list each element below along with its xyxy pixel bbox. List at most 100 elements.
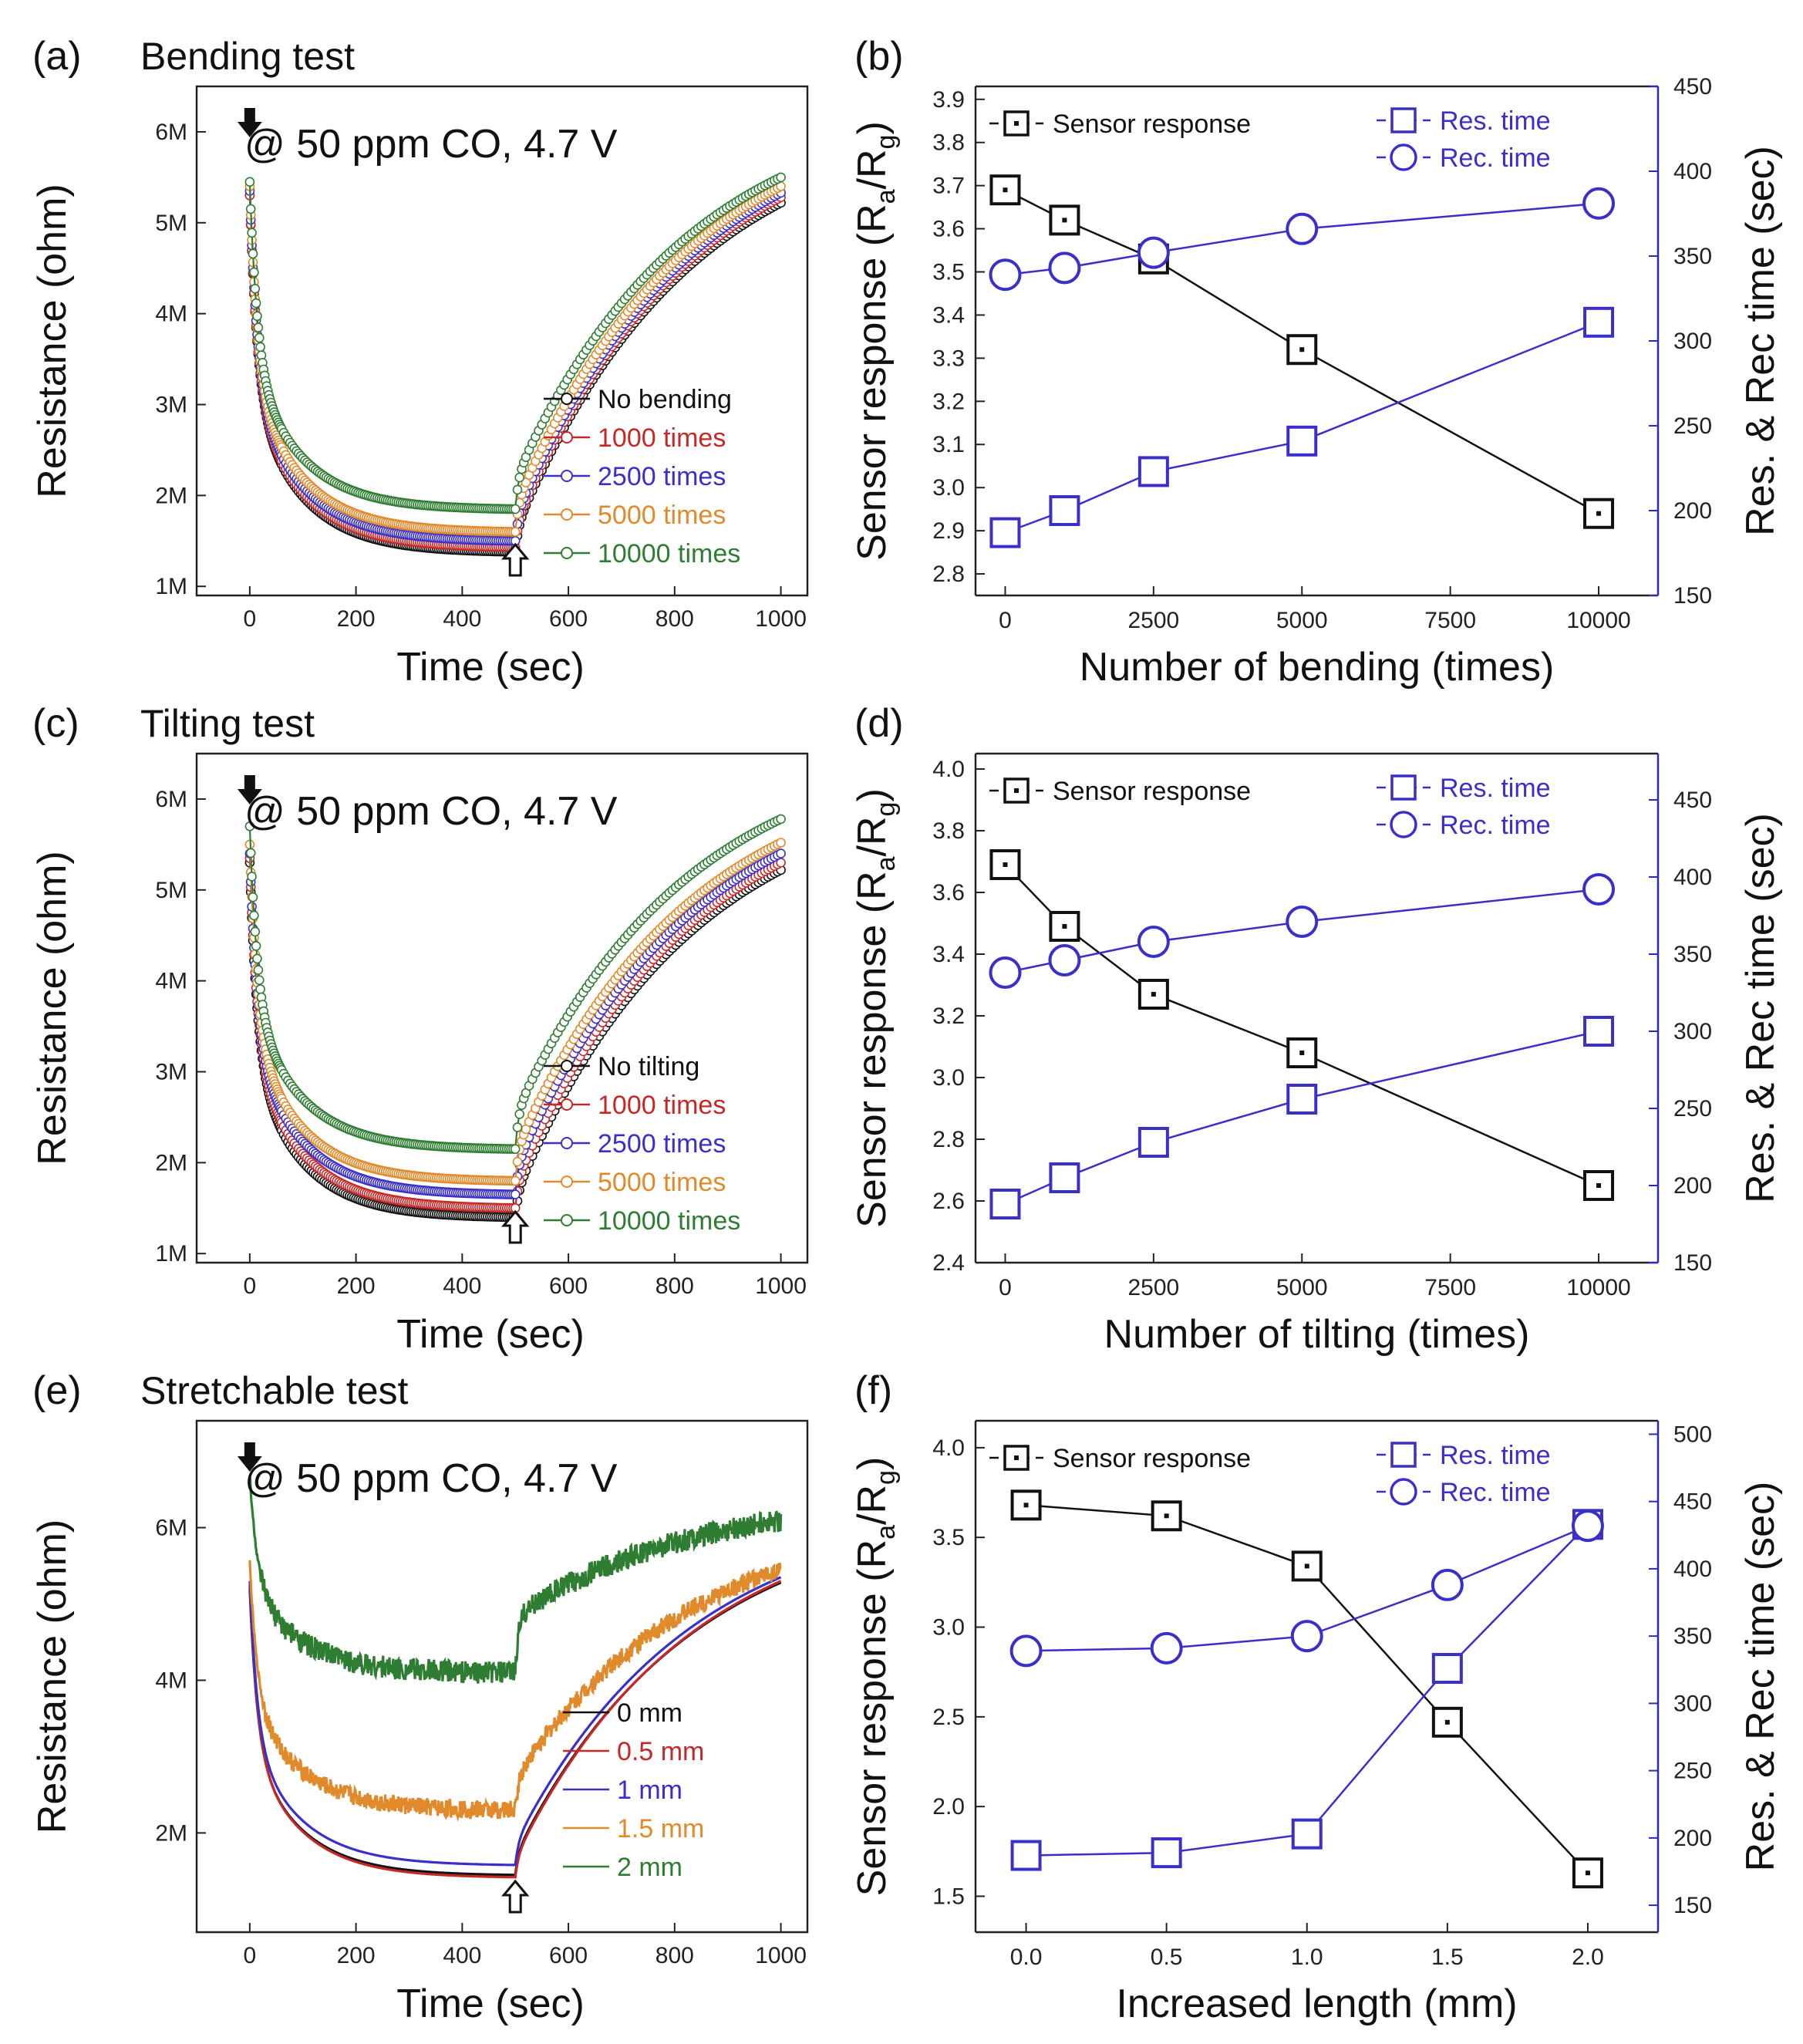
y-tick-label: 3.1 <box>932 432 965 457</box>
legend-swatch-marker <box>561 1060 573 1072</box>
x-tick-label: 10000 <box>1566 608 1630 633</box>
y-tick-label: 3.8 <box>932 130 965 156</box>
series-marker <box>510 1189 521 1199</box>
x-axis-label: Number of bending (times) <box>1080 645 1555 690</box>
panel-b: (b) 0 2500 5000 7500 10000 2.8 2.9 3.0 3.1 3.2 3.3 3… <box>850 34 1783 690</box>
y-tick-label: 2.5 <box>932 1705 965 1730</box>
data-point-dot <box>1596 511 1602 516</box>
y2-tick-label: 150 <box>1673 583 1712 609</box>
legend-label: 10000 times <box>598 539 740 568</box>
annotation: @ 50 ppm CO, 4.7 V <box>244 1456 618 1501</box>
legend-swatch-marker <box>561 1214 573 1226</box>
series-marker <box>252 311 262 322</box>
data-point <box>1431 1653 1463 1685</box>
x-tick-label: 0 <box>999 608 1012 633</box>
data-point <box>989 517 1021 548</box>
data-point <box>1582 873 1616 906</box>
x-axis-label: Time (sec) <box>396 645 585 690</box>
y2-tick-label: 350 <box>1673 244 1712 269</box>
y-axis-label: Sensor response (Ra/Rg) <box>850 788 901 1228</box>
panel-title: Tilting test <box>140 702 315 745</box>
series-marker <box>252 953 262 964</box>
y-tick-label: 3.0 <box>932 475 965 501</box>
series-marker <box>510 504 521 514</box>
legend-label: 1000 times <box>598 1091 726 1120</box>
y-axis-label: Resistance (ohm) <box>30 184 75 498</box>
x-tick-label: 5000 <box>1276 1275 1328 1300</box>
y2-tick-label: 300 <box>1673 329 1712 354</box>
series-marker <box>512 1156 523 1167</box>
gas-out-arrow-icon <box>501 1879 530 1914</box>
data-point-dot <box>1299 1051 1305 1055</box>
series-marker <box>248 892 258 902</box>
y-tick-label: 2.8 <box>932 562 965 587</box>
y-tick-label: 3.3 <box>932 346 965 371</box>
legend-label: Res. time <box>1440 106 1551 136</box>
data-point <box>1137 1127 1169 1158</box>
series-1 <box>989 306 1615 548</box>
x-tick-label: 200 <box>337 1273 376 1299</box>
x-tick-label: 400 <box>443 606 481 632</box>
data-point <box>1583 306 1615 338</box>
data-point-dot <box>1023 1503 1029 1508</box>
legend-swatch-dot <box>1014 1455 1019 1460</box>
y-tick-label: 5M <box>155 878 187 903</box>
y-tick-label: 5M <box>155 211 187 236</box>
y-tick-label: 2M <box>155 1820 187 1846</box>
series-marker <box>254 332 265 343</box>
y-axis-label: Sensor response (Ra/Rg) <box>850 121 901 561</box>
series-marker <box>251 941 261 951</box>
legend-swatch-marker <box>561 431 573 444</box>
x-tick-label: 600 <box>549 1273 588 1299</box>
legend-swatch-marker <box>1390 107 1417 133</box>
y2-tick-label: 250 <box>1673 413 1712 439</box>
y2-tick-label: 200 <box>1673 1826 1712 1851</box>
y-tick-label: 3.0 <box>932 1065 965 1091</box>
legend-label: Res. time <box>1440 774 1551 803</box>
x-tick-label: 2500 <box>1127 1275 1179 1300</box>
legend-item-1: Res. time <box>1377 106 1551 136</box>
y-tick-label: 2.0 <box>932 1794 965 1820</box>
y2-tick-label: 200 <box>1673 1173 1712 1199</box>
y2-axis-label: Res. & Rec time (sec) <box>1738 813 1783 1203</box>
annotation: @ 50 ppm CO, 4.7 V <box>244 122 618 167</box>
legend-item-0: No bending <box>544 385 732 414</box>
series-marker <box>255 984 265 994</box>
legend-item-4: 10000 times <box>544 539 740 568</box>
panel-e: (e) Stretchable test 0 200 400 600 800 1000 2M 4M… <box>30 1368 809 2026</box>
annotation: @ 50 ppm CO, 4.7 V <box>244 789 618 834</box>
series-marker <box>245 848 256 858</box>
y-tick-label: 3.8 <box>932 818 965 844</box>
legend-item-2: 2500 times <box>544 462 726 491</box>
y-tick-label: 3M <box>155 1060 187 1085</box>
legend-swatch-marker <box>561 1175 573 1188</box>
panel-d: (d) 0 2500 5000 7500 10000 2.4 2.6 2.8 3.0 3.2 3.4 3… <box>850 701 1783 1357</box>
y2-axis-label: Res. & Rec time (sec) <box>1738 146 1783 536</box>
legend-swatch-marker <box>561 470 573 482</box>
legend-label: 2500 times <box>598 462 726 491</box>
y-tick-label: 1.5 <box>932 1884 965 1909</box>
legend-item-0: Sensor response <box>989 1444 1251 1473</box>
y2-tick-label: 450 <box>1673 74 1712 100</box>
y-tick-label: 4M <box>155 302 187 327</box>
x-tick-label: 0 <box>244 1943 257 1968</box>
y-axis-label: Resistance (ohm) <box>30 1520 75 1833</box>
x-tick-label: 5000 <box>1276 608 1328 633</box>
series-marker <box>247 872 257 882</box>
data-point <box>1150 1631 1183 1665</box>
data-point <box>1431 1568 1464 1601</box>
y2-tick-label: 350 <box>1673 942 1712 967</box>
data-point <box>1571 1509 1604 1543</box>
data-point <box>1290 1620 1323 1653</box>
y-tick-label: 3.5 <box>932 1525 965 1550</box>
panel-letter: (c) <box>32 701 79 746</box>
legend-swatch-marker <box>561 1137 573 1149</box>
series-marker <box>244 177 255 187</box>
series-marker <box>248 248 258 259</box>
data-point <box>989 258 1022 292</box>
y2-tick-label: 250 <box>1673 1759 1712 1784</box>
data-point <box>989 174 1021 206</box>
y-tick-label: 4.0 <box>932 1435 965 1461</box>
data-point-dot <box>1304 1563 1309 1569</box>
legend-label: 10000 times <box>598 1206 740 1236</box>
